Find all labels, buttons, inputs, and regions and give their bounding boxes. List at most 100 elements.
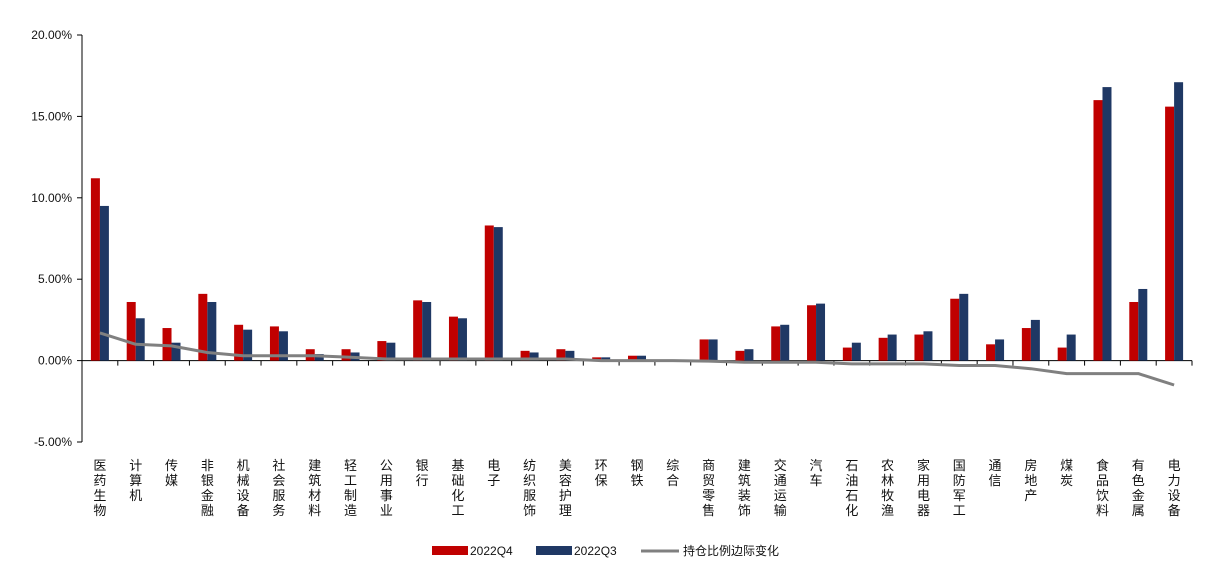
bar-q3-4	[243, 329, 253, 361]
legend-label: 2022Q3	[574, 544, 617, 558]
category-label: 食品饮料	[1096, 458, 1109, 519]
bar-q3-24	[959, 293, 969, 361]
category-label: 美容护理	[559, 459, 572, 519]
category-label: 环保	[595, 459, 608, 489]
y-tick-label: 5.00%	[38, 272, 72, 286]
bar-q4-12	[520, 350, 530, 361]
bar-q4-23	[914, 334, 924, 361]
bar-q3-22	[887, 334, 897, 361]
bar-q4-7	[341, 349, 351, 361]
bar-q4-13	[556, 349, 566, 361]
y-tick-label: 15.00%	[31, 109, 72, 123]
bar-q4-28	[1093, 100, 1103, 361]
category-label: 房地产	[1024, 458, 1037, 504]
category-label: 商贸零售	[702, 459, 715, 519]
bar-q3-3	[207, 301, 217, 361]
category-label: 建筑装饰	[738, 459, 751, 519]
bar-q3-21	[851, 342, 861, 361]
bar-q3-1	[135, 318, 145, 361]
bar-q3-15	[637, 355, 646, 361]
bar-q3-5	[278, 331, 288, 361]
category-label: 计算机	[129, 459, 142, 504]
bar-q3-20	[816, 303, 826, 361]
category-label: 综合	[666, 459, 679, 489]
bar-q4-1	[126, 301, 136, 361]
bar-q4-4	[234, 324, 244, 361]
category-label: 钢铁	[630, 459, 643, 489]
line-series-marginal-change	[99, 331, 1175, 387]
category-label: 建筑材料	[308, 459, 321, 519]
category-label: 家用电器	[917, 458, 930, 519]
bar-q3-27	[1066, 334, 1076, 361]
category-label: 农林牧渔	[881, 459, 894, 519]
bar-q4-5	[269, 326, 279, 361]
category-label: 银行	[416, 459, 429, 489]
category-label: 汽车	[810, 459, 823, 489]
category-label: 基础化工	[451, 459, 464, 519]
bar-q4-27	[1057, 347, 1067, 361]
bar-q3-30	[1174, 82, 1184, 361]
bar-q4-25	[986, 344, 996, 361]
bars	[90, 82, 1184, 362]
legend-swatch	[536, 546, 572, 555]
y-tick-label: -5.00%	[34, 435, 72, 449]
bar-q3-12	[529, 352, 539, 361]
category-label: 有色金属	[1132, 459, 1145, 519]
bar-q4-17	[699, 339, 709, 361]
bar-q3-26	[1030, 319, 1040, 361]
bar-q4-0	[90, 178, 100, 361]
bar-q3-10	[457, 318, 467, 361]
bar-q3-23	[923, 331, 933, 361]
bar-q4-21	[842, 347, 852, 361]
bar-q4-18	[735, 350, 745, 361]
category-label: 非银金融	[201, 459, 214, 519]
bar-q4-10	[448, 316, 458, 361]
category-label: 公用事业	[380, 459, 393, 519]
bar-q4-9	[413, 300, 423, 361]
bar-q4-30	[1165, 106, 1175, 361]
line-layer	[99, 331, 1175, 387]
bar-q4-8	[377, 341, 387, 361]
category-label: 石油石化	[845, 459, 858, 519]
bar-q4-29	[1129, 301, 1139, 361]
bar-q3-25	[995, 339, 1005, 361]
bar-q3-2	[171, 342, 181, 361]
legend-swatch	[432, 546, 468, 555]
bar-q4-15	[628, 355, 637, 361]
category-label: 医药生物	[93, 459, 106, 519]
legend: 2022Q4 2022Q3 持仓比例边际变化	[432, 543, 779, 558]
bar-q3-11	[493, 227, 503, 361]
bar-q4-11	[484, 225, 494, 361]
bar-q3-14	[601, 357, 611, 361]
bar-q3-8	[386, 342, 396, 361]
category-label: 交通运输	[774, 458, 787, 519]
category-label: 传媒	[165, 459, 178, 489]
category-labels: 医药生物 计算机 传媒 非银金融 机械设备 社会服务 建筑材料 轻工制造 公用事业 银行 基础化工 电…	[93, 458, 1180, 519]
y-axis: 20.00% 15.00% 10.00% 5.00% 0.00% -5.00%	[31, 28, 83, 449]
bar-q3-13	[565, 350, 575, 361]
y-tick-label: 20.00%	[31, 28, 72, 42]
category-label: 社会服务	[272, 458, 285, 519]
legend-label: 持仓比例边际变化	[683, 543, 779, 558]
bar-q3-17	[708, 339, 718, 361]
bar-q3-18	[744, 349, 754, 361]
category-label: 电力设备	[1168, 459, 1181, 519]
y-tick-label: 0.00%	[38, 354, 72, 368]
category-label: 电子	[487, 459, 500, 489]
category-label: 通信	[989, 459, 1002, 489]
category-label: 机械设备	[237, 459, 250, 519]
bar-q3-29	[1138, 288, 1148, 361]
category-label: 轻工制造	[344, 459, 357, 519]
bar-q4-19	[771, 326, 781, 361]
bar-q4-3	[198, 293, 208, 361]
bar-q4-24	[950, 298, 960, 361]
category-label: 国防军工	[953, 459, 966, 519]
y-tick-label: 10.00%	[31, 191, 72, 205]
bar-q3-9	[422, 301, 432, 361]
bar-q4-22	[878, 337, 888, 361]
bar-q3-19	[780, 324, 790, 361]
bar-q3-0	[99, 205, 109, 361]
bar-q4-20	[807, 305, 817, 361]
bar-q3-28	[1102, 87, 1112, 361]
